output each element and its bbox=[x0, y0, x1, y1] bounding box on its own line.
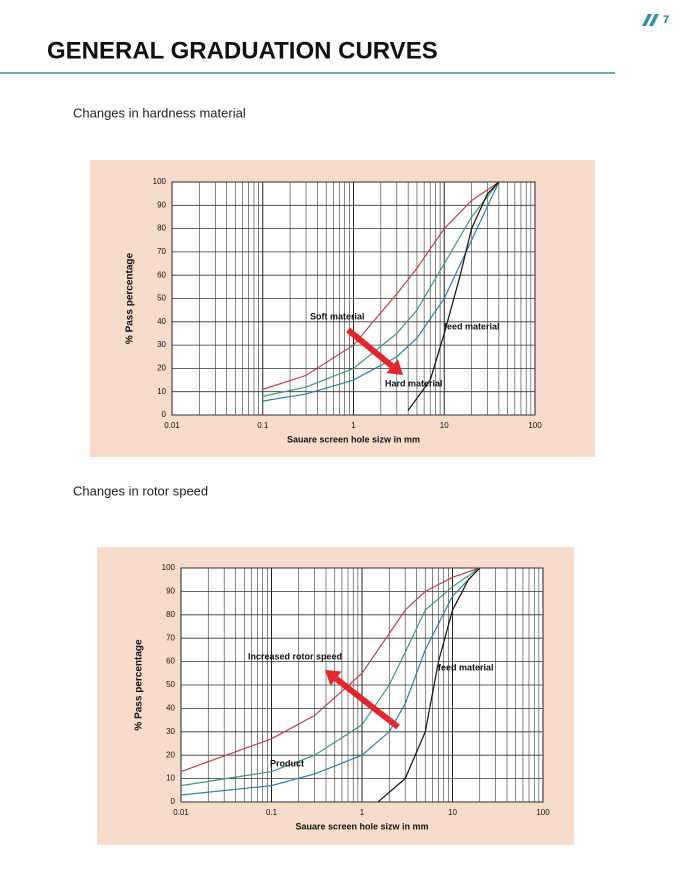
x-tick-label: 100 bbox=[528, 421, 542, 430]
arrow-head bbox=[386, 359, 403, 375]
section-label: Changes in rotor speed bbox=[73, 483, 208, 498]
y-tick-label: 0 bbox=[171, 797, 176, 806]
y-tick-label: 20 bbox=[166, 750, 175, 759]
annotation: feed material bbox=[438, 662, 494, 672]
page-number: 7 bbox=[663, 14, 669, 26]
y-tick-label: 80 bbox=[166, 610, 175, 619]
y-tick-label: 80 bbox=[157, 224, 166, 233]
y-axis-label: % Pass percentage bbox=[125, 252, 136, 344]
arrow-head bbox=[325, 670, 342, 686]
x-tick-label: 0.01 bbox=[173, 808, 189, 817]
annotation: Product bbox=[270, 758, 304, 768]
y-tick-label: 40 bbox=[157, 317, 166, 326]
x-tick-label: 1 bbox=[351, 421, 356, 430]
curve bbox=[262, 181, 500, 390]
y-axis-label: % Pass percentage bbox=[134, 639, 145, 731]
y-tick-label: 90 bbox=[157, 200, 166, 209]
x-tick-label: 0.01 bbox=[164, 421, 180, 430]
y-tick-label: 100 bbox=[162, 563, 176, 572]
arrow-shaft bbox=[346, 327, 395, 369]
y-tick-label: 50 bbox=[157, 294, 166, 303]
curve bbox=[180, 567, 480, 773]
page-icon bbox=[642, 14, 659, 26]
annotation: Hard material bbox=[385, 378, 443, 388]
y-tick-label: 10 bbox=[157, 387, 166, 396]
curve bbox=[180, 567, 481, 796]
y-tick-label: 100 bbox=[153, 177, 167, 186]
y-tick-label: 70 bbox=[157, 247, 166, 256]
y-tick-label: 30 bbox=[166, 727, 175, 736]
curve bbox=[180, 567, 481, 787]
annotation: Soft material bbox=[310, 311, 365, 321]
section-label: Changes in hardness material bbox=[73, 105, 246, 120]
y-tick-label: 50 bbox=[166, 680, 175, 689]
arrow-shaft bbox=[334, 676, 400, 730]
annotation: Increased rotor speed bbox=[248, 651, 342, 661]
x-tick-label: 10 bbox=[440, 421, 449, 430]
curve bbox=[262, 181, 500, 402]
y-tick-label: 40 bbox=[166, 704, 175, 713]
page-title: GENERAL GRADUATION CURVES bbox=[47, 37, 438, 64]
x-tick-label: 10 bbox=[448, 808, 457, 817]
y-tick-label: 0 bbox=[162, 410, 167, 419]
y-tick-label: 30 bbox=[157, 340, 166, 349]
y-tick-label: 60 bbox=[166, 657, 175, 666]
x-tick-label: 1 bbox=[360, 808, 365, 817]
curve bbox=[377, 567, 481, 803]
y-tick-label: 60 bbox=[157, 270, 166, 279]
x-tick-label: 0.1 bbox=[266, 808, 278, 817]
y-tick-label: 70 bbox=[166, 633, 175, 642]
x-axis-label: Sauare screen hole sizw in mm bbox=[287, 434, 420, 444]
x-tick-label: 0.1 bbox=[257, 421, 269, 430]
y-tick-label: 20 bbox=[157, 364, 166, 373]
y-tick-label: 10 bbox=[166, 774, 175, 783]
x-tick-label: 100 bbox=[536, 808, 550, 817]
annotation: feed material bbox=[444, 321, 500, 331]
curve bbox=[262, 181, 500, 397]
curve bbox=[407, 181, 500, 411]
y-tick-label: 90 bbox=[166, 587, 175, 596]
x-axis-label: Sauare screen hole sizw in mm bbox=[295, 821, 428, 831]
